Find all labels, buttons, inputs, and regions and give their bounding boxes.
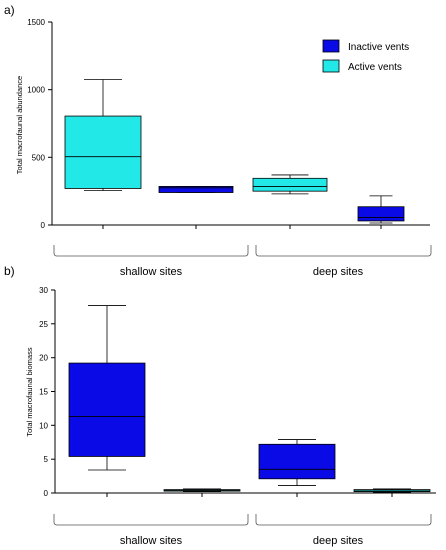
panel-b-label: b)	[4, 264, 15, 278]
panel-b-bracket-shallow	[53, 514, 249, 526]
panel-b-y-axis: 0 5 10 15 20 25 30	[39, 286, 56, 498]
panel-b-y-tick-label-5: 5	[44, 455, 49, 464]
panel-a-box-3-active	[252, 177, 328, 192]
panel-b-group-label-deep: deep sites	[313, 535, 364, 547]
panel-b-y-tick-label-20: 20	[39, 354, 48, 363]
panel-a-y-tick-label-0: 0	[41, 221, 46, 230]
panel-a-y-tick-label-1000: 1000	[27, 86, 45, 95]
panel-a-label: a)	[4, 3, 15, 17]
panel-a-box-1-active	[64, 115, 142, 189]
panel-b-group-label-shallow: shallow sites	[120, 535, 183, 547]
panel-b-boxes	[68, 305, 431, 493]
panel-b-y-tick-label-15: 15	[39, 388, 48, 397]
legend-swatch-active	[322, 59, 340, 73]
panel-a-box-2-inactive	[158, 186, 234, 193]
panel-b-y-axis-title: Total macrofaunal biomass	[25, 347, 34, 436]
panel-b-y-tick-label-25: 25	[39, 320, 48, 329]
panel-a-x-axis	[52, 224, 430, 229]
panel-a: a) Total macrofaunal abundance 0 500 100…	[4, 3, 432, 278]
legend-swatch-inactive	[322, 39, 340, 53]
panel-a-legend: Inactive vents Active vents	[322, 39, 409, 73]
panel-b-box-3-inactive	[258, 443, 336, 480]
panel-a-bracket-deep	[255, 245, 432, 257]
panel-a-y-tick-label-500: 500	[32, 153, 46, 162]
panel-a-y-tick-label-1500: 1500	[27, 18, 45, 27]
panel-a-group-label-shallow: shallow sites	[120, 266, 183, 278]
panel-b-y-tick-label-30: 30	[39, 286, 48, 295]
panel-a-y-axis-title: Total macrofaunal abundance	[15, 76, 24, 174]
panel-b-y-tick-label-0: 0	[44, 489, 49, 498]
panel-a-box-4-inactive	[357, 206, 405, 222]
panel-a-bracket-shallow	[53, 245, 249, 257]
panel-b-group-brackets: shallow sites deep sites	[53, 514, 432, 547]
panel-b-bracket-deep	[255, 514, 432, 526]
panel-b-box-1-inactive	[68, 362, 146, 457]
legend-label-inactive: Inactive vents	[348, 42, 409, 53]
legend-label-active: Active vents	[348, 62, 402, 73]
panel-b-y-tick-label-10: 10	[39, 421, 48, 430]
panel-b-x-axis	[55, 492, 436, 497]
panel-a-y-axis: 0 500 1000 1500	[27, 18, 53, 230]
panel-a-group-brackets: shallow sites deep sites	[53, 245, 432, 278]
panel-b: b) Total macrofaunal biomass 0 5 10 15 2…	[4, 264, 436, 547]
panel-a-boxes	[64, 79, 405, 224]
panel-a-group-label-deep: deep sites	[313, 266, 364, 278]
